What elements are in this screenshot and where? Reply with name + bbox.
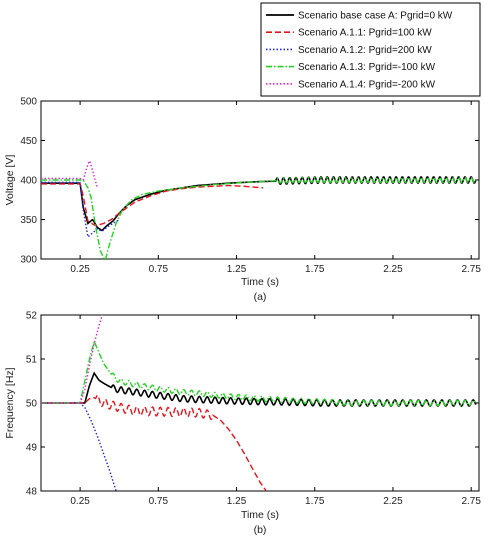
frequency-ticks: 0.25 0.75 1.25 1.75 2.25 2.75 48 49 50 51 52 [26,311,481,508]
series-line-3 [41,177,477,259]
y-tick-label: 450 [20,136,37,147]
x-tick-label: 2.25 [383,496,403,507]
y-tick-label: 51 [26,355,38,366]
x-tick-label: 1.75 [305,496,325,507]
x-tick-label: 2.75 [461,496,481,507]
frequency-panel: 0.25 0.75 1.25 1.75 2.25 2.75 48 49 50 51 52 Frequ… [4,311,481,537]
legend-entry: Scenario A.1.4: Pgrid=-200 kW [298,79,436,90]
voltage-panel-label: (a) [254,291,267,303]
series-line-2 [41,181,120,239]
frequency-series [41,315,477,491]
frequency-panel-label: (b) [254,524,267,536]
series-line-3 [41,339,477,407]
y-tick-label: 50 [26,399,38,410]
y-tick-label: 49 [26,443,38,454]
y-tick-label: 350 [20,215,37,226]
x-tick-label: 0.75 [149,496,169,507]
series-line-2 [41,402,117,491]
voltage-ylabel: Voltage [V] [4,155,16,206]
x-tick-label: 2.25 [383,264,403,275]
legend-box [260,2,481,97]
voltage-xlabel: Time (s) [241,276,279,288]
voltage-panel: 0.25 0.75 1.25 1.75 2.25 2.75300350400450500 … [4,97,481,304]
legend-entry: Scenario A.1.3: Pgrid=-100 kW [298,62,436,73]
y-tick-label: 52 [26,311,38,322]
x-tick-label: 1.75 [305,264,325,275]
series-line-1 [41,183,264,227]
voltage-plot-area [40,100,480,260]
x-tick-label: 1.25 [227,264,247,275]
legend: Scenario base case A: Pgrid=0 kW Scenario… [260,2,481,97]
x-tick-label: 0.25 [70,496,90,507]
y-tick-label: 500 [20,97,37,108]
voltage-ticks: 0.25 0.75 1.25 1.75 2.25 2.75 300 350 400 450 500 [20,97,481,276]
x-tick-label: 0.75 [149,264,169,275]
series-line-4 [41,160,98,189]
x-tick-label: 0.25 [70,264,90,275]
y-tick-label: 400 [20,176,37,187]
x-tick-label: 2.75 [461,264,481,275]
y-tick-label: 300 [20,255,37,266]
series-line-4 [41,315,103,404]
legend-entry: Scenario A.1.1: Pgrid=100 kW [298,28,432,39]
x-tick-label: 1.25 [227,496,247,507]
legend-entry: Scenario base case A: Pgrid=0 kW [298,11,453,22]
voltage-series [41,160,477,259]
frequency-xlabel: Time (s) [241,509,279,521]
legend-entry: Scenario A.1.2: Pgrid=200 kW [298,45,432,56]
y-tick-label: 48 [26,487,38,498]
frequency-ylabel: Frequency [Hz] [4,367,16,438]
